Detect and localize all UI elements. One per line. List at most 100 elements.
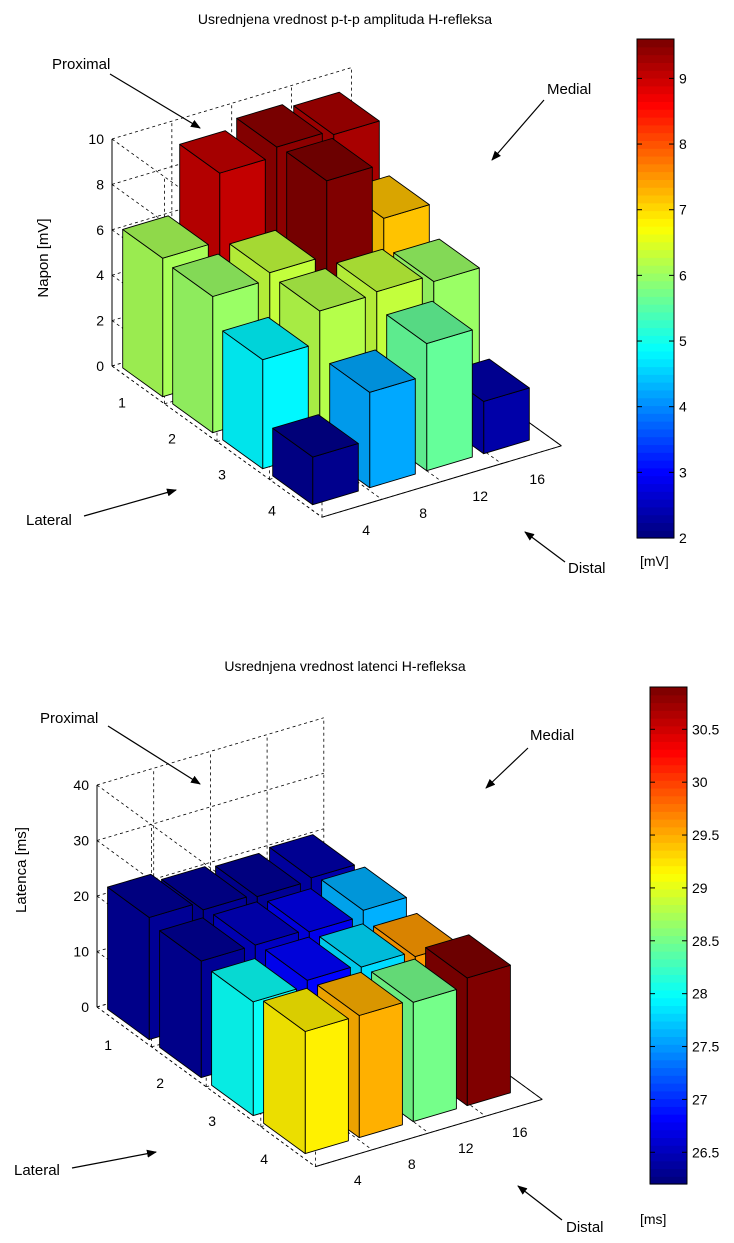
col-tick-label: 4	[354, 1172, 362, 1188]
colorbar-tick-label: 27	[692, 1091, 708, 1107]
row-tick-label: 3	[208, 1113, 216, 1129]
bar	[263, 987, 349, 1155]
z-tick-label: 30	[73, 833, 89, 849]
z-tick-label: 0	[81, 999, 89, 1015]
colorbar-swatch	[650, 904, 687, 913]
colorbar-swatch	[650, 725, 687, 735]
bar-face-top	[371, 958, 457, 1003]
colorbar-swatch	[637, 421, 674, 430]
colorbar-swatch	[650, 1020, 687, 1030]
colorbar-tick-label: 6	[679, 267, 687, 283]
chart2-title: Usrednjena vrednost latenci H-refleksa	[224, 658, 465, 674]
colorbar-swatch	[650, 772, 687, 781]
colorbar-swatch	[650, 694, 687, 704]
colorbar-swatch	[650, 749, 687, 758]
colorbar-swatch	[650, 1129, 687, 1139]
colorbar-swatch	[650, 1075, 687, 1084]
colorbar-tick-label: 3	[679, 464, 687, 480]
colorbar-tick-label: 4	[679, 399, 687, 415]
colorbar-swatch	[637, 163, 674, 173]
colorbar-swatch	[637, 491, 674, 500]
colorbar-swatch	[637, 389, 674, 399]
z-tick-label: 6	[96, 222, 104, 238]
chart1-colorbar: 2 3 4 5 6 7 8 9	[636, 38, 687, 546]
colorbar-swatch	[637, 522, 674, 531]
chart2-annotation-lateral: Lateral	[14, 1162, 60, 1179]
colorbar-swatch	[650, 1121, 687, 1131]
z-tick-label: 8	[96, 176, 104, 192]
colorbar-tick-label: 7	[679, 202, 687, 218]
colorbar-swatch	[650, 702, 687, 711]
colorbar-swatch	[637, 311, 674, 321]
colorbar-swatch	[637, 397, 674, 407]
colorbar-swatch	[637, 288, 674, 297]
col-tick-label: 16	[512, 1124, 528, 1140]
colorbar-swatch	[650, 865, 687, 874]
colorbar-swatch	[650, 1067, 687, 1076]
colorbar-swatch	[650, 780, 687, 789]
colorbar-swatch	[637, 460, 674, 469]
colorbar-swatch	[637, 124, 674, 134]
colorbar-swatch	[637, 187, 674, 196]
bar-face-top	[425, 934, 511, 979]
colorbar-swatch	[637, 358, 674, 368]
colorbar-swatch	[637, 272, 674, 282]
colorbar-swatch	[637, 405, 674, 414]
chart1-arrow-proximal	[109, 73, 201, 129]
colorbar-swatch	[650, 687, 687, 696]
colorbar-tick-label: 26.5	[692, 1144, 719, 1160]
colorbar-swatch	[650, 1152, 687, 1162]
colorbar-swatch	[637, 436, 674, 446]
chart2-zlabel: Latenca [ms]	[13, 827, 30, 913]
colorbar-swatch	[650, 888, 687, 898]
colorbar-swatch	[650, 842, 687, 851]
chart2-annotation-medial: Medial	[530, 727, 574, 744]
z-tick-label: 20	[73, 888, 89, 904]
chart2-arrow-distal	[517, 1185, 563, 1221]
colorbar-swatch	[650, 982, 687, 991]
colorbar-swatch	[650, 733, 687, 742]
colorbar-swatch	[637, 350, 674, 360]
colorbar-swatch	[650, 873, 687, 882]
bar-face-top	[222, 316, 309, 361]
chart2-annotation-proximal: Proximal	[40, 710, 98, 727]
bar-face-front	[412, 989, 457, 1123]
colorbar-swatch	[637, 62, 674, 71]
bar-face-top	[279, 268, 366, 312]
colorbar-swatch	[650, 1114, 687, 1123]
chart-amplitude: Usrednjena vrednost p-t-p amplituda H-re…	[26, 11, 687, 577]
colorbar-swatch	[637, 101, 674, 110]
colorbar-swatch	[637, 249, 674, 258]
colorbar-swatch	[650, 958, 687, 968]
bar-face-top	[161, 866, 247, 911]
colorbar-swatch	[637, 428, 674, 438]
bar-face-top	[229, 229, 316, 274]
colorbar-swatch	[637, 54, 674, 63]
colorbar-swatch	[650, 1005, 687, 1014]
colorbar-swatch	[637, 265, 674, 274]
colorbar-swatch	[650, 710, 687, 719]
colorbar-swatch	[650, 919, 687, 929]
row-tick-label: 4	[260, 1151, 268, 1167]
bar-face-top	[215, 852, 301, 898]
chart1-annotation-medial: Medial	[547, 81, 591, 98]
colorbar-swatch	[637, 194, 674, 204]
colorbar-swatch	[637, 202, 674, 212]
colorbar-tick-label: 30	[692, 774, 708, 790]
chart2-annotation-distal: Distal	[566, 1219, 604, 1236]
bar-face-front	[304, 1018, 349, 1155]
bar-face-front	[358, 1002, 403, 1139]
colorbar-tick-label: 28	[692, 986, 708, 1002]
col-tick-label: 8	[419, 505, 427, 521]
floor-edge-front	[315, 1098, 543, 1168]
colorbar-swatch	[650, 811, 687, 820]
bar-face-top	[321, 866, 407, 911]
row-tick-label: 2	[168, 431, 176, 447]
bar-face-front	[466, 964, 511, 1107]
gridline-z-back	[96, 772, 324, 841]
bar-face-front	[369, 378, 416, 489]
colorbar-swatch	[637, 467, 674, 477]
bar-face-top	[172, 253, 259, 297]
chart2-colorbar-label: [ms]	[640, 1211, 666, 1227]
